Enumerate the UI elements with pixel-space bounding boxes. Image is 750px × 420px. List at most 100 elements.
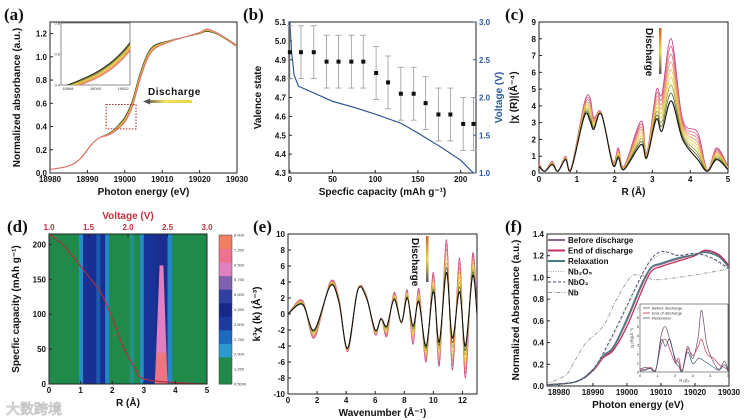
x-axis-label: Wavenumber (Å⁻¹) <box>339 406 427 419</box>
top-x-tick-label: 1.0 <box>43 223 55 232</box>
y-tick-label: 5 <box>532 85 537 94</box>
spectrum-curve <box>50 28 237 171</box>
y-tick-label: 10 <box>276 230 285 239</box>
y-tick-label: 4.4 <box>275 150 287 159</box>
x-tick-label: 50 <box>328 175 337 184</box>
y-axis-label: |χ (R)|(Å⁻⁴) <box>507 71 520 123</box>
inset-y-tick-label: 7 <box>637 306 640 311</box>
y-tick-label: 7 <box>532 52 537 61</box>
x-tick-label: 8 <box>402 396 407 405</box>
y-tick-label: -2 <box>278 326 286 335</box>
valence-point <box>461 121 466 126</box>
heatmap-band <box>79 234 84 384</box>
y-tick-label: 1.0 <box>36 53 48 62</box>
y-tick-label: 4.7 <box>275 94 287 103</box>
y-tick-label: 0.8 <box>533 295 545 304</box>
x-tick-label: 5 <box>205 386 210 395</box>
y-tick-label: 0 <box>532 169 537 178</box>
y-tick-label: 1.4 <box>533 230 545 239</box>
legend-label: Nb₂O₅ <box>568 268 592 277</box>
inset-x-axis-label: R (Å) <box>679 378 689 383</box>
valence-point <box>336 59 341 64</box>
x-axis-label: R (Å) <box>116 396 140 409</box>
colorbar-segment <box>219 343 232 358</box>
x-axis-label: Photon energy (eV) <box>592 400 684 411</box>
colorbar-segment <box>219 370 232 385</box>
legend-label: Relaxation <box>568 257 609 266</box>
panel-label: (e) <box>253 217 272 236</box>
y-tick-label: 50 <box>37 345 46 354</box>
inset-y-tick-label: 4 <box>637 333 640 338</box>
arrow-head-icon <box>143 98 150 105</box>
xanes-curves-a <box>50 28 237 171</box>
panel-label: (c) <box>505 5 524 24</box>
valence-point <box>361 59 366 64</box>
y-tick-label: 4 <box>281 278 286 287</box>
colorbar-tick-label: 8.000 <box>234 233 245 238</box>
colorbar-segment <box>219 302 232 317</box>
right-y-tick-label: 3.0 <box>479 18 491 27</box>
legend-label: Before discharge <box>568 236 634 245</box>
top-x-tick-label: 2.0 <box>122 223 134 232</box>
colorbar-tick-label: 2.000 <box>234 352 245 357</box>
right-y-tick-label: 1.0 <box>479 169 491 178</box>
top-x-tick-label: 3.0 <box>201 223 213 232</box>
plot-frame-b <box>288 21 477 174</box>
valence-point <box>349 59 354 64</box>
x-tick-label: 6 <box>373 396 378 405</box>
y-tick-label: 0.6 <box>36 99 48 108</box>
colorbar-tick-label: 0.5000 <box>234 382 247 387</box>
inset-y-tick-label: 0.6 <box>54 52 60 57</box>
y-tick-label: 5.0 <box>275 37 287 46</box>
inset-legend-label: End of discharge <box>652 311 683 316</box>
inset-y-axis-label: |χ (R)|(Å⁻³) <box>629 328 634 348</box>
y-tick-label: 1.2 <box>36 30 48 39</box>
colorbar-segment <box>219 289 232 304</box>
y-tick-label: 1 <box>532 152 537 161</box>
plot-frame-f <box>546 233 730 387</box>
colorbar-segment <box>219 275 232 290</box>
y-tick-label: 9 <box>532 18 537 27</box>
y-axis-label: Normalized absorbance (a.u.) <box>12 28 23 167</box>
valence-point <box>448 112 453 117</box>
x-tick-label: 19030 <box>718 388 741 397</box>
x-tick-label: 2 <box>110 386 115 395</box>
colorbar-segment <box>219 329 232 344</box>
heatmap-band <box>129 234 135 384</box>
valence-point <box>436 112 441 117</box>
heatmap-band <box>167 234 173 384</box>
y-tick-label: 5.1 <box>275 18 287 27</box>
heatmap-band <box>83 234 97 384</box>
y-tick-label: 4.8 <box>275 75 287 84</box>
y-axis-label: Specfic capacity (mAh g⁻¹) <box>11 245 22 373</box>
discharge-arrow-icon <box>426 236 429 282</box>
inset-x-tick-label: 2 <box>674 373 677 378</box>
inset-x-tick-label: 3 <box>692 373 695 378</box>
voltage-curve <box>289 21 474 174</box>
x-tick-label: 12 <box>458 396 467 405</box>
watermark-text: 大数跨境 <box>6 402 62 418</box>
valence-point <box>386 80 391 85</box>
heatmap-band <box>105 234 110 384</box>
xanes-reference-curves <box>547 249 729 386</box>
y-tick-label: 0.0 <box>533 382 545 391</box>
x-tick-label: 19010 <box>151 175 174 184</box>
colorbar-tick-label: 3.500 <box>234 322 245 327</box>
inset-series-line <box>640 338 728 372</box>
spectrum-curve <box>288 239 477 379</box>
inset-curves-f <box>640 309 728 372</box>
inset-x-tick-label: 0 <box>639 373 642 378</box>
y-tick-label: 8 <box>281 246 286 255</box>
x-tick-label: 1 <box>575 175 580 184</box>
x-tick-label: 4 <box>344 396 349 405</box>
y-tick-label: 6 <box>532 68 537 77</box>
spectrum-curve <box>539 77 728 172</box>
x-tick-label: 3 <box>650 175 655 184</box>
x-axis-label: Photon energy (eV) <box>98 187 190 198</box>
x-tick-label: 19000 <box>616 388 639 397</box>
y-tick-label: 3 <box>532 119 537 128</box>
heatmap-band <box>100 234 106 384</box>
y-tick-label: 0.8 <box>36 76 48 85</box>
series-line-5 <box>547 268 729 384</box>
x-tick-label: 2 <box>612 175 617 184</box>
